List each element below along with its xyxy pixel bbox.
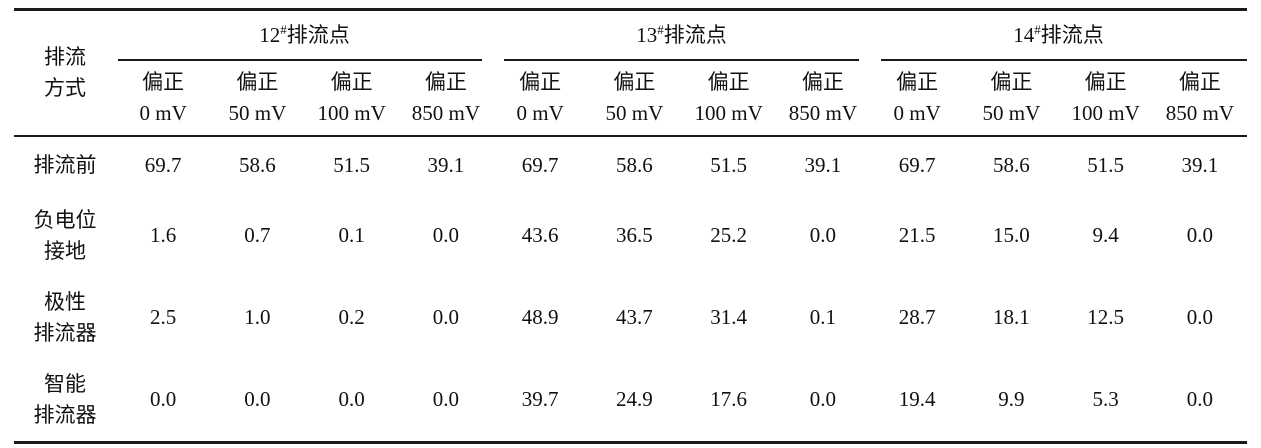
value-cell: 9.4	[1092, 223, 1119, 248]
value-cell: 51.5	[1087, 153, 1124, 178]
value-cell: 0.0	[809, 223, 836, 248]
col-header-bias-50mv: 偏正 50 mV	[587, 61, 682, 137]
value-cell: 1.6	[150, 223, 177, 248]
col-header-bias-850mv: 偏正 850 mV	[775, 61, 870, 137]
value-cell: 39.1	[1181, 153, 1219, 178]
value-cell: 0.0	[432, 223, 459, 248]
group-num: 14	[1013, 23, 1035, 48]
table-row-smart-drainage-device: 智能 排流器 0.0 0.0 0.0 0.0 39.7 24.9 17.6 0.…	[14, 359, 1247, 443]
value-cell: 0.0	[1186, 305, 1213, 330]
value-cell: 28.7	[898, 305, 936, 330]
col-header-bias-0mv: 偏正 0 mV	[493, 61, 588, 137]
value-cell: 43.6	[521, 223, 559, 248]
value-cell: 0.7	[244, 223, 271, 248]
value-cell: 69.7	[144, 153, 182, 178]
value-cell: 0.0	[244, 387, 271, 412]
col-header-bias-0mv: 偏正 0 mV	[116, 61, 211, 137]
value-cell: 51.5	[333, 153, 370, 178]
value-cell: 58.6	[993, 153, 1030, 178]
col-header-bias-100mv: 偏正 100 mV	[681, 61, 776, 137]
row-label: 极性 排流器	[33, 289, 97, 346]
value-cell: 2.5	[150, 305, 177, 330]
value-cell: 5.3	[1092, 387, 1119, 412]
sub-header-row: 偏正 0 mV 偏正 50 mV 偏正 100 mV 偏正 850 mV 偏正 …	[14, 61, 1247, 137]
group-header-point-13: 13#排流点	[493, 10, 870, 62]
value-cell: 0.0	[338, 387, 365, 412]
col-header-bias-0mv: 偏正 0 mV	[870, 61, 965, 137]
value-cell: 58.6	[239, 153, 276, 178]
value-cell: 24.9	[616, 387, 653, 412]
value-cell: 0.0	[432, 305, 459, 330]
value-cell: 0.0	[1186, 387, 1213, 412]
col-header-bias-100mv: 偏正 100 mV	[1058, 61, 1153, 137]
value-cell: 9.9	[998, 387, 1025, 412]
group-num: 13	[636, 23, 658, 48]
value-cell: 12.5	[1087, 305, 1124, 330]
value-cell: 15.0	[993, 223, 1030, 248]
table-row-negative-potential-grounding: 负电位 接地 1.6 0.7 0.1 0.0 43.6 36.5 25.2 0.…	[14, 195, 1247, 277]
group-name: 排流点	[286, 23, 350, 48]
group-header-row: 排流 方式 12#排流点 13#排流点 14#排流点	[14, 9, 1247, 137]
value-cell: 39.7	[521, 387, 559, 412]
value-cell: 36.5	[616, 223, 653, 248]
row-label: 智能 排流器	[33, 371, 97, 428]
col-header-bias-100mv: 偏正 100 mV	[304, 61, 399, 137]
value-cell: 17.6	[710, 387, 747, 412]
drainage-table: 排流 方式 12#排流点 13#排流点 14#排流点 偏正 0 mV 偏正 50…	[14, 8, 1247, 444]
value-cell: 58.6	[616, 153, 653, 178]
value-cell: 0.2	[338, 305, 365, 330]
value-cell: 0.1	[809, 305, 836, 330]
value-cell: 69.7	[521, 153, 559, 178]
hash-superscript: #	[1034, 22, 1041, 38]
group-num: 12	[259, 23, 281, 48]
value-cell: 31.4	[710, 305, 747, 330]
hash-superscript: #	[280, 22, 287, 38]
group-header-point-14: 14#排流点	[870, 10, 1247, 62]
col-header-bias-850mv: 偏正 850 mV	[1152, 61, 1247, 137]
value-cell: 0.0	[150, 387, 177, 412]
group-header-point-12: 12#排流点	[116, 10, 493, 62]
group-name: 排流点	[663, 23, 727, 48]
value-cell: 21.5	[898, 223, 936, 248]
col-header-bias-850mv: 偏正 850 mV	[398, 61, 493, 137]
value-cell: 0.0	[809, 387, 836, 412]
row-label: 负电位 接地	[33, 207, 97, 264]
value-cell: 0.1	[338, 223, 365, 248]
value-cell: 69.7	[898, 153, 936, 178]
value-cell: 39.1	[427, 153, 465, 178]
value-cell: 1.0	[244, 305, 271, 330]
value-cell: 19.4	[898, 387, 936, 412]
value-cell: 0.0	[1186, 223, 1213, 248]
value-cell: 25.2	[710, 223, 747, 248]
corner-header-drainage-method: 排流 方式	[14, 9, 116, 137]
value-cell: 18.1	[993, 305, 1030, 330]
row-label: 排流前	[33, 153, 97, 178]
value-cell: 39.1	[804, 153, 842, 178]
hash-superscript: #	[657, 22, 664, 38]
col-header-bias-50mv: 偏正 50 mV	[210, 61, 305, 137]
value-cell: 0.0	[432, 387, 459, 412]
value-cell: 51.5	[710, 153, 747, 178]
group-name: 排流点	[1040, 23, 1104, 48]
table-row-polar-drainage-device: 极性 排流器 2.5 1.0 0.2 0.0 48.9 43.7 31.4 0.…	[14, 277, 1247, 359]
col-header-bias-50mv: 偏正 50 mV	[964, 61, 1059, 137]
value-cell: 48.9	[521, 305, 559, 330]
value-cell: 43.7	[616, 305, 653, 330]
table-row-before-drainage: 排流前 69.7 58.6 51.5 39.1 69.7 58.6 51.5 3…	[14, 136, 1247, 195]
